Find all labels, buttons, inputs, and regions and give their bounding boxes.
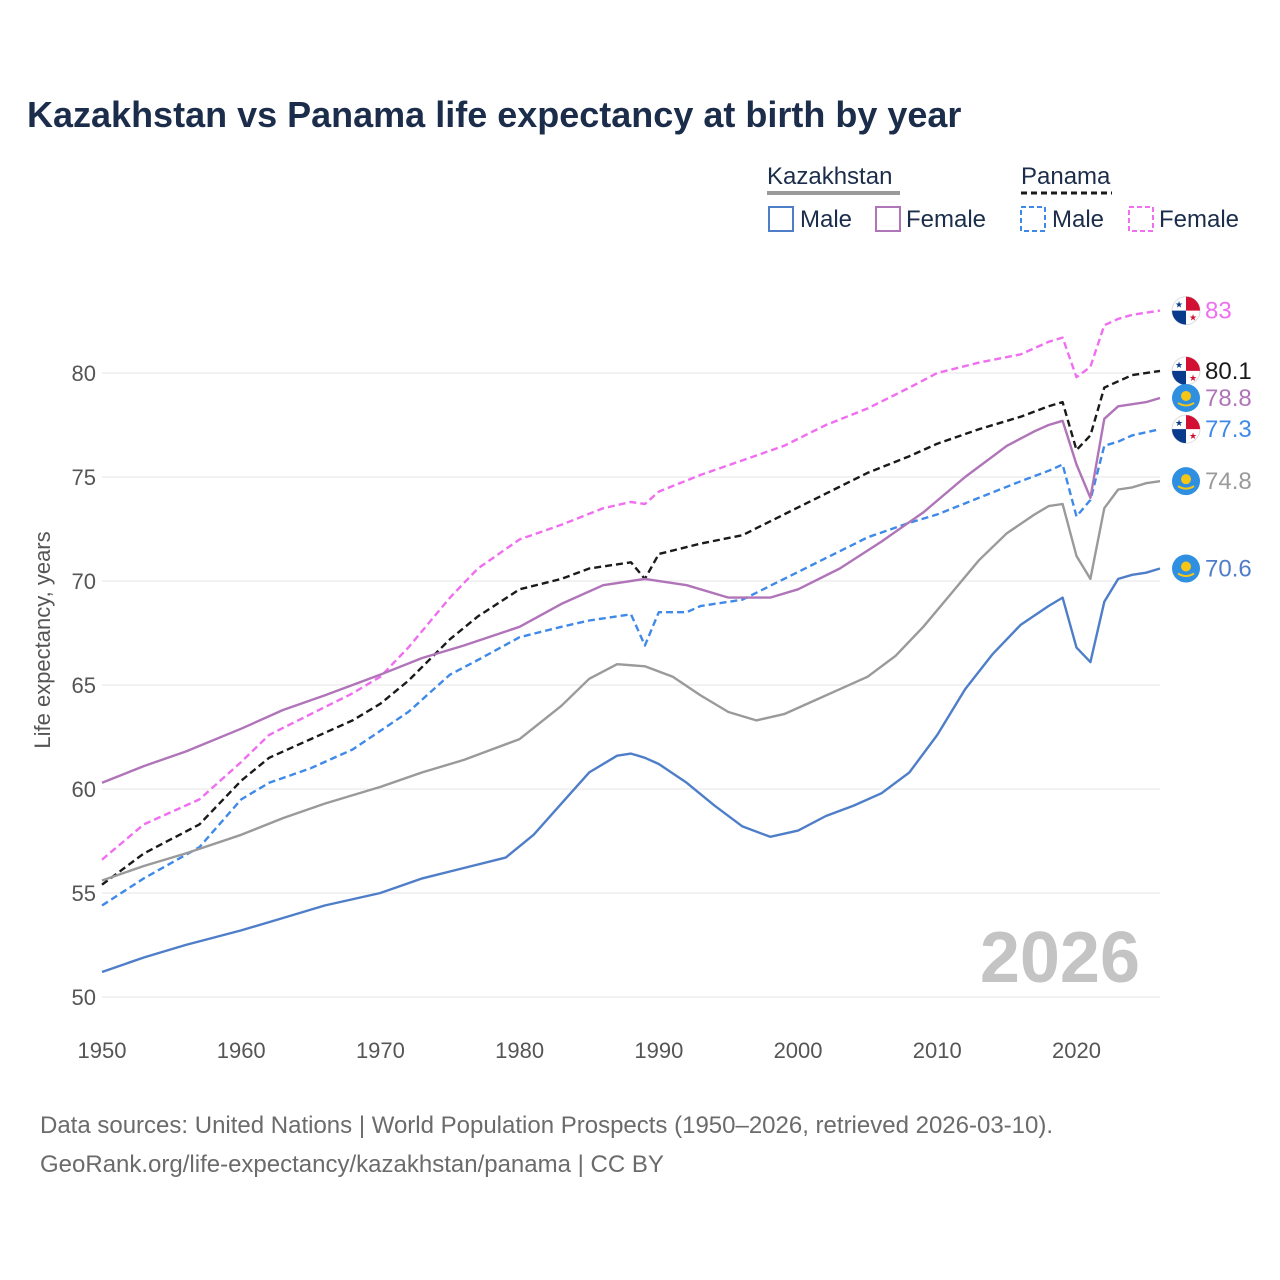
legend-panama-female-label: Female [1159,206,1239,233]
y-tick-label: 50 [72,985,96,1010]
panama-flag-star-icon: ★ [1189,313,1197,323]
panama-flag-star-icon: ★ [1189,431,1197,441]
series-line-panama-total [101,369,1161,886]
kazakhstan-flag-sun [1181,561,1191,572]
y-tick-label: 55 [72,881,96,906]
x-axis-ticks: 1950 1960 1970 1980 1990 2000 2010 2020 [78,1038,1101,1063]
end-marker-panama-male: ★ ★ 77.3 [1171,414,1252,444]
series-line-kazakhstan-female [101,396,1161,784]
x-tick-label: 1970 [356,1038,405,1063]
end-value-label: 80.1 [1205,358,1252,385]
legend-kazakhstan-female-label: Female [906,206,986,233]
x-tick-label: 2000 [774,1038,823,1063]
legend-panama-male-label: Male [1052,206,1104,233]
footer-link: GeoRank.org/life-expectancy/kazakhstan/p… [40,1151,664,1178]
panama-flag-red-quarter [1186,415,1200,430]
series-line-kazakhstan-total [101,480,1161,882]
end-value-label: 78.8 [1205,385,1252,412]
panama-flag-red-quarter [1186,356,1200,371]
legend-kazakhstan-male-swatch [768,206,794,232]
kazakhstan-flag-sun [1181,474,1191,485]
y-tick-label: 65 [72,673,96,698]
y-axis-label: Life expectancy, years [30,531,55,748]
y-tick-label: 60 [72,777,96,802]
y-tick-label: 80 [72,361,96,386]
legend-panama-male-swatch [1020,206,1046,232]
legend-kazakhstan-female-swatch [875,206,901,232]
panama-flag-star-icon: ★ [1175,300,1183,310]
panama-flag-star-icon: ★ [1175,360,1183,370]
legend-kazakhstan-male-label: Male [800,206,852,233]
kazakhstan-flag-sun [1181,390,1191,401]
y-tick-label: 75 [72,465,96,490]
series-line-panama-female [101,309,1161,861]
panama-flag-blue-quarter [1172,370,1186,385]
end-marker-panama-total: ★ ★ 80.1 [1171,356,1252,386]
panama-flag-red-quarter [1186,296,1200,311]
panama-flag-star-icon: ★ [1175,418,1183,428]
end-marker-panama-female: ★ ★ 83 [1171,296,1232,326]
x-tick-label: 2020 [1052,1038,1101,1063]
panama-flag-blue-quarter [1172,310,1186,325]
end-labels: ★ ★ 83 ★ ★ 80.1 ★ ★ 77.3 78.8 74.8 70.6 [1171,296,1252,583]
chart-title: Kazakhstan vs Panama life expectancy at … [27,94,962,135]
legend-kazakhstan-label: Kazakhstan [767,163,892,190]
y-axis-ticks: 50 55 60 65 70 75 80 [72,361,96,1010]
kazakhstan-flag-eagle [1177,572,1195,578]
kazakhstan-flag-eagle [1177,485,1195,490]
end-value-label: 74.8 [1205,468,1252,495]
end-marker-kazakhstan-female: 78.8 [1172,383,1252,412]
footer-sources: Data sources: United Nations | World Pop… [40,1112,1054,1139]
legend-panama-female-swatch [1128,206,1154,232]
x-tick-label: 1960 [217,1038,266,1063]
y-tick-label: 70 [72,569,96,594]
x-tick-label: 2010 [913,1038,962,1063]
x-tick-label: 1990 [634,1038,683,1063]
footer: Data sources: United Nations | World Pop… [40,1106,1053,1184]
kazakhstan-flag-eagle [1177,402,1195,407]
series-line-kazakhstan-male [101,567,1161,974]
panama-flag-star-icon: ★ [1189,373,1197,383]
legend: Kazakhstan Male Female Panama Male Femal… [767,163,1239,233]
series-lines [101,309,1161,974]
end-value-label: 77.3 [1205,416,1252,443]
chart-area: 2026 50 55 60 65 70 75 80 1950 1960 1970 1980 1990… [30,163,1252,1063]
panama-flag-blue-quarter [1172,429,1186,444]
end-value-label: 83 [1205,298,1232,325]
end-value-label: 70.6 [1205,556,1252,583]
x-tick-label: 1980 [495,1038,544,1063]
legend-panama-label: Panama [1021,163,1111,190]
end-marker-kazakhstan-male: 70.6 [1172,554,1252,583]
end-marker-kazakhstan-total: 74.8 [1172,467,1252,496]
year-watermark: 2026 [980,918,1140,998]
series-line-panama-male [101,428,1161,907]
x-tick-label: 1950 [78,1038,127,1063]
grid-lines [102,372,1160,998]
